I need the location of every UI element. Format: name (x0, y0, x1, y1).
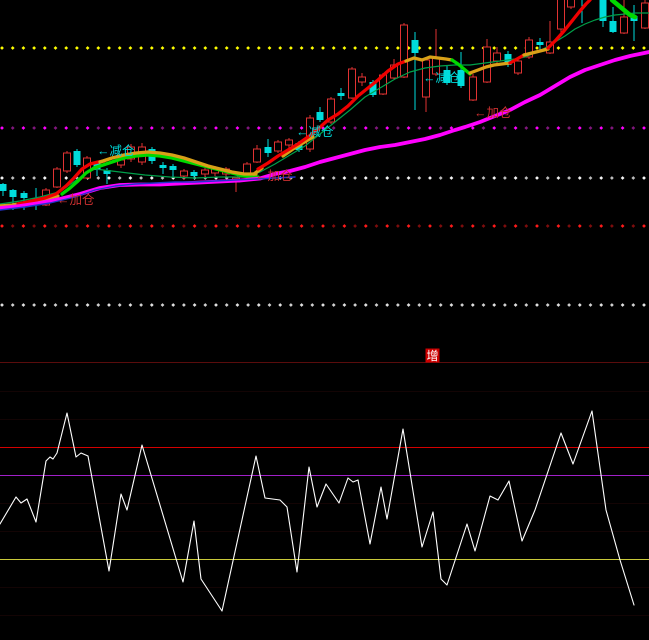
svg-text:←加仓: ←加仓 (255, 169, 293, 183)
svg-text:←减仓: ←减仓 (423, 71, 461, 85)
svg-text:←加仓: ←加仓 (474, 106, 512, 120)
svg-text:增: 增 (426, 349, 438, 363)
svg-text:←减仓: ←减仓 (97, 144, 135, 158)
svg-text:←加仓: ←加仓 (57, 193, 95, 207)
svg-text:←减仓: ←减仓 (296, 125, 334, 139)
